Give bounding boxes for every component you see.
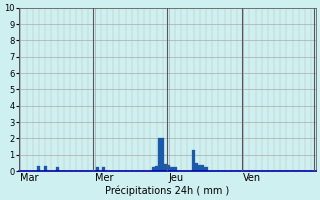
Bar [171, 167, 173, 171]
Bar [96, 167, 99, 171]
Bar [167, 165, 171, 171]
Bar [195, 163, 198, 171]
Bar [161, 138, 164, 171]
Bar [56, 167, 59, 171]
Bar [37, 166, 41, 171]
Bar [204, 167, 208, 171]
Bar [164, 164, 167, 171]
Bar [198, 165, 201, 171]
Bar [102, 167, 106, 171]
Bar [173, 167, 177, 171]
Bar [155, 166, 158, 171]
Bar [44, 166, 47, 171]
Bar [152, 167, 155, 171]
Bar [201, 165, 204, 171]
Bar [192, 150, 195, 171]
Bar [158, 138, 161, 171]
X-axis label: Précipitations 24h ( mm ): Précipitations 24h ( mm ) [105, 185, 229, 196]
